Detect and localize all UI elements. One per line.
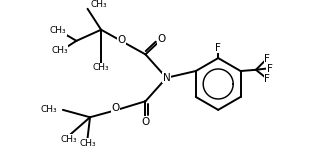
Text: CH₃: CH₃ [79, 139, 96, 148]
Text: O: O [111, 103, 119, 113]
Text: F: F [266, 63, 272, 74]
Text: F: F [215, 43, 221, 53]
Text: F: F [264, 74, 270, 84]
Text: F: F [264, 54, 270, 64]
Text: CH₃: CH₃ [50, 26, 66, 35]
Text: O: O [117, 35, 125, 45]
Text: CH₃: CH₃ [61, 135, 78, 144]
Text: CH₃: CH₃ [93, 63, 109, 73]
Text: CH₃: CH₃ [41, 105, 57, 114]
Text: N: N [162, 73, 170, 83]
Text: O: O [141, 117, 150, 127]
Text: O: O [157, 34, 166, 44]
Text: CH₃: CH₃ [51, 46, 68, 55]
Text: CH₃: CH₃ [90, 0, 107, 9]
